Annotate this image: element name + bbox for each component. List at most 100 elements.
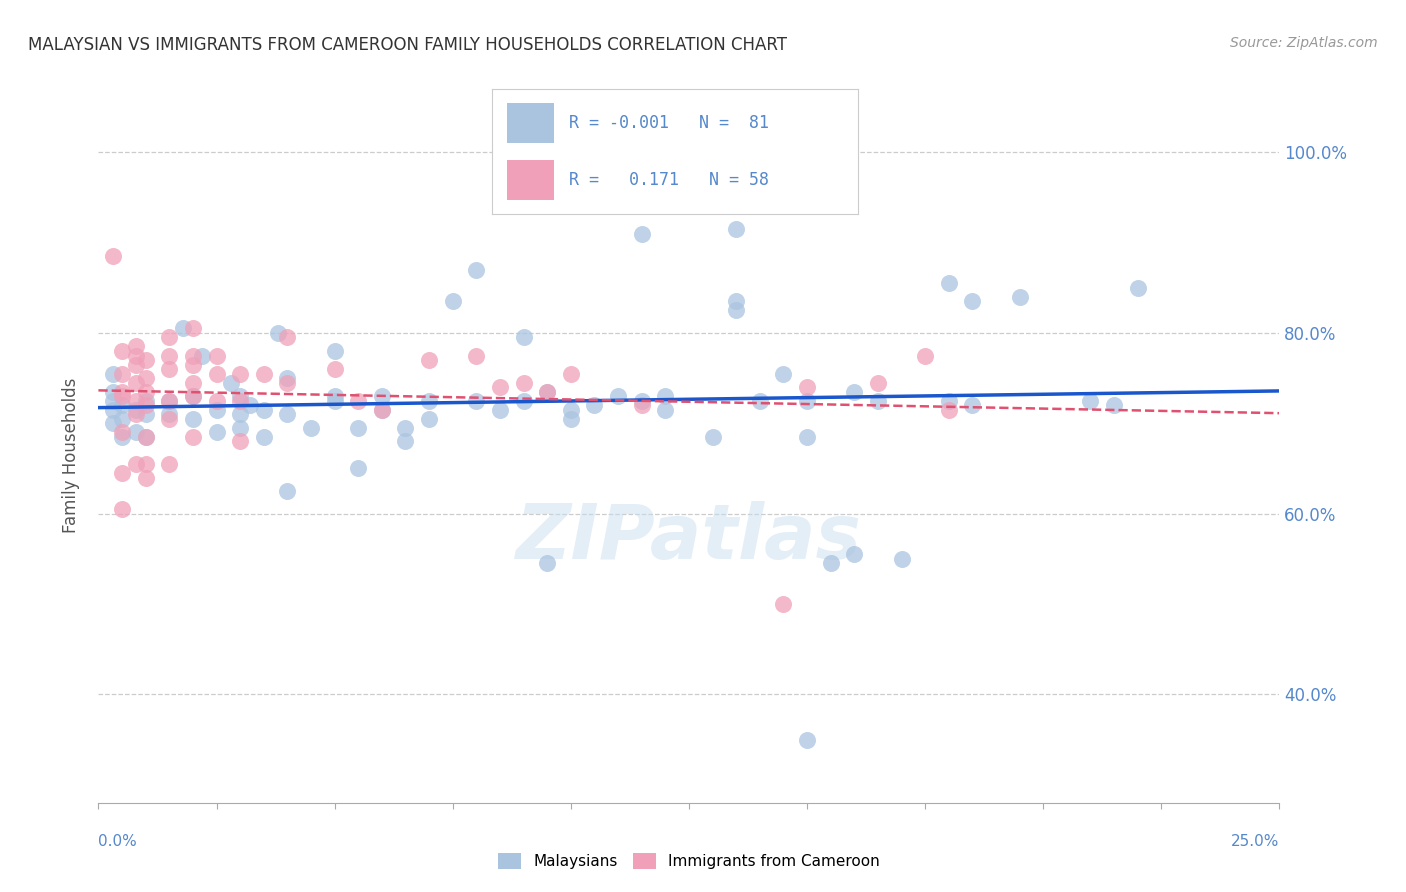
Point [267, 326, 290, 340]
Text: 0.0%: 0.0% [98, 834, 138, 849]
Point [962, 398, 984, 412]
Point [725, 294, 748, 309]
Point [630, 393, 652, 408]
Point [135, 457, 157, 471]
Point [371, 402, 394, 417]
Point [111, 425, 134, 440]
Point [125, 376, 148, 390]
Text: 25.0%: 25.0% [1232, 834, 1279, 849]
Point [135, 371, 157, 385]
Point [536, 557, 558, 571]
Y-axis label: Family Households: Family Households [62, 377, 80, 533]
Point [253, 367, 276, 381]
Point [323, 389, 346, 403]
Point [111, 389, 134, 403]
Point [465, 262, 488, 277]
Point [607, 389, 630, 403]
Point [489, 402, 512, 417]
Point [748, 393, 770, 408]
Point [229, 367, 252, 381]
Point [135, 384, 157, 399]
Point [560, 411, 582, 425]
Point [135, 430, 157, 444]
Point [702, 430, 724, 444]
Point [172, 321, 194, 335]
Point [489, 380, 512, 394]
Point [299, 421, 322, 435]
Point [181, 321, 204, 335]
Point [1008, 290, 1031, 304]
Point [181, 349, 204, 363]
Text: Source: ZipAtlas.com: Source: ZipAtlas.com [1230, 36, 1378, 50]
Point [276, 371, 298, 385]
Point [276, 330, 298, 344]
Point [125, 407, 148, 421]
Point [560, 367, 582, 381]
FancyBboxPatch shape [506, 161, 554, 201]
Point [371, 389, 394, 403]
Point [135, 470, 157, 484]
Point [914, 349, 936, 363]
Text: R =   0.171   N = 58: R = 0.171 N = 58 [569, 171, 769, 189]
Point [125, 393, 148, 408]
Point [654, 389, 676, 403]
Point [157, 457, 180, 471]
Point [938, 277, 960, 291]
Point [205, 402, 228, 417]
Point [536, 384, 558, 399]
Point [101, 384, 124, 399]
Point [1126, 281, 1149, 295]
Point [796, 380, 818, 394]
Point [276, 407, 298, 421]
Point [229, 393, 252, 408]
Point [125, 457, 148, 471]
Point [772, 597, 794, 611]
Point [938, 393, 960, 408]
Point [276, 484, 298, 499]
Point [512, 376, 534, 390]
Point [157, 330, 180, 344]
Point [465, 393, 488, 408]
Point [181, 376, 204, 390]
Point [125, 349, 148, 363]
Point [239, 398, 262, 412]
Point [125, 358, 148, 372]
Point [125, 402, 148, 417]
Point [962, 294, 984, 309]
Point [536, 384, 558, 399]
Point [111, 411, 134, 425]
Point [219, 376, 242, 390]
Point [1102, 398, 1125, 412]
Point [181, 389, 204, 403]
Point [866, 376, 889, 390]
Point [135, 393, 157, 408]
Point [101, 249, 124, 263]
Point [796, 430, 818, 444]
Point [229, 421, 252, 435]
Point [844, 384, 866, 399]
Point [101, 417, 124, 431]
Point [101, 393, 124, 408]
Point [205, 367, 228, 381]
Point [347, 393, 370, 408]
Point [157, 407, 180, 421]
Point [323, 344, 346, 359]
Point [111, 430, 134, 444]
Point [512, 393, 534, 408]
Point [512, 330, 534, 344]
Point [418, 393, 440, 408]
Point [347, 421, 370, 435]
Point [157, 362, 180, 376]
Point [844, 547, 866, 561]
Point [157, 393, 180, 408]
Point [205, 349, 228, 363]
Point [418, 411, 440, 425]
Point [191, 349, 214, 363]
Point [866, 393, 889, 408]
Point [441, 294, 464, 309]
Point [394, 421, 416, 435]
Point [229, 407, 252, 421]
Point [276, 376, 298, 390]
Point [253, 402, 276, 417]
Point [796, 393, 818, 408]
